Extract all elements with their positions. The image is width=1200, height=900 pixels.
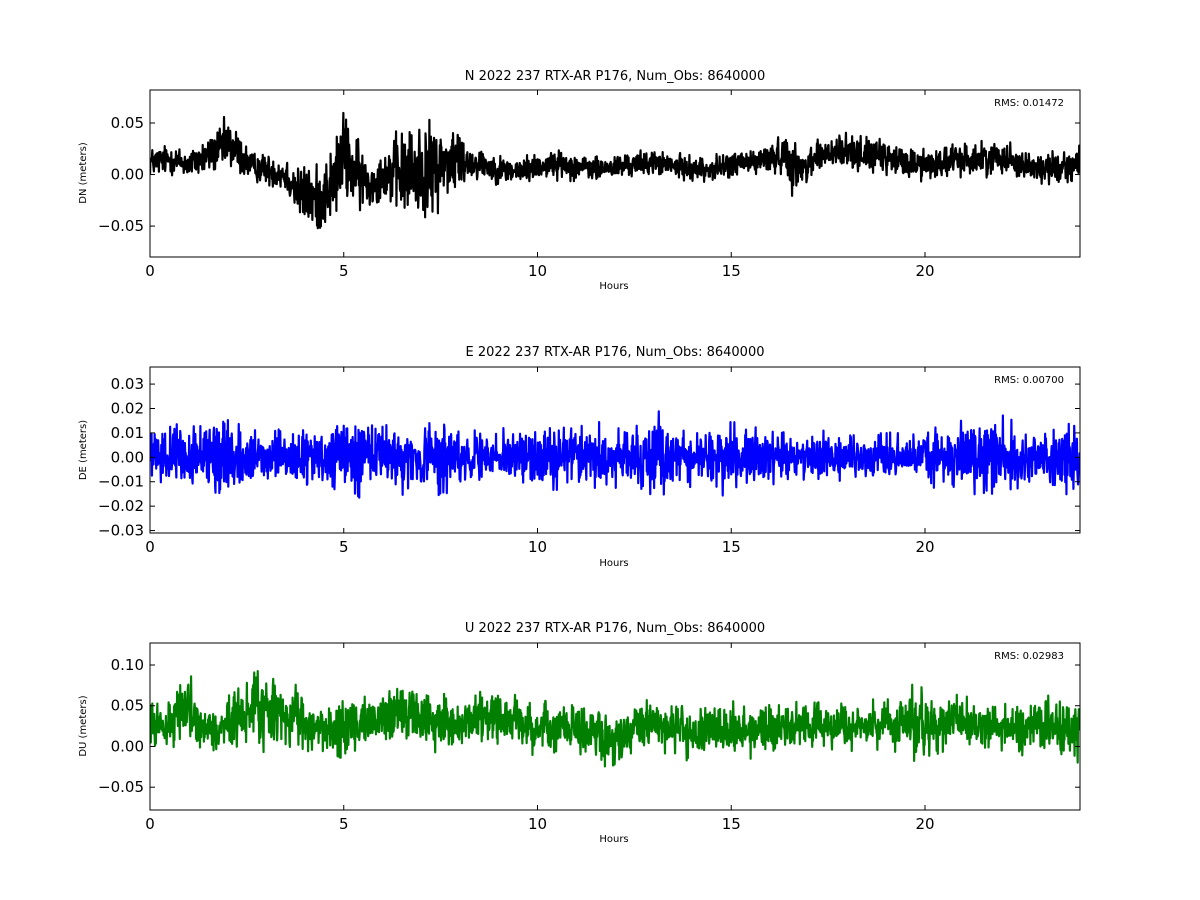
panel-east-axes-frame: [149, 366, 1081, 534]
panel-e-y-tick-label: −0.02: [98, 497, 144, 515]
panel-up-axes-frame: [149, 642, 1081, 811]
panel-north-ticks: 0 5 10 15 20 0.05 0.00 −0.05: [98, 90, 1080, 280]
panel-east-ticks: 0 5 10 15 20 0.03 0.02 0.01 0.00 −0.01 −0.02 −0.03: [98, 367, 1080, 556]
panel-u-x-tick-label: 0: [145, 815, 155, 833]
panel-e-y-tick-label: −0.03: [98, 522, 144, 540]
panel-north-plot-area: [150, 111, 1080, 230]
panel-e-x-tick-label: 5: [339, 538, 349, 556]
panel-e-x-tick-label: 20: [915, 538, 934, 556]
panel-e-y-tick-label: 0.01: [111, 424, 144, 442]
panel-north-title: N 2022 237 RTX-AR P176, Num_Obs: 8640000: [465, 69, 765, 84]
panel-u-y-tick-label: 0.00: [111, 737, 144, 755]
panel-north-x-axis-label: Hours: [599, 281, 628, 292]
panel-e-x-tick-label: 10: [528, 538, 547, 556]
panel-n-x-tick-label: 10: [528, 262, 547, 280]
panel-n-x-tick-label: 15: [722, 262, 741, 280]
panel-east: E 2022 237 RTX-AR P176, Num_Obs: 8640000…: [78, 345, 1081, 569]
panel-e-x-tick-label: 0: [145, 538, 155, 556]
panel-east-y-axis-label: DE (meters): [78, 420, 89, 480]
panel-e-y-tick-label: −0.01: [98, 473, 144, 491]
panel-north: N 2022 237 RTX-AR P176, Num_Obs: 8640000…: [78, 69, 1081, 292]
panel-u-x-tick-label: 15: [722, 815, 741, 833]
panel-e-series-line: [150, 410, 1080, 499]
panel-u-x-tick-label: 5: [339, 815, 349, 833]
panel-up-y-axis-label: DU (meters): [78, 695, 89, 756]
panel-up-rms-annotation: RMS: 0.02983: [994, 651, 1064, 662]
panel-up-ticks: 0 5 10 15 20 0.10 0.05 0.00 −0.05: [98, 643, 1080, 833]
panel-up-x-axis-label: Hours: [599, 834, 628, 845]
panel-up-plot-area: [150, 670, 1080, 768]
panel-u-series-line: [150, 670, 1080, 768]
panel-east-rms-annotation: RMS: 0.00700: [994, 375, 1064, 386]
panel-n-series-line: [150, 111, 1080, 230]
panel-u-x-tick-label: 20: [915, 815, 934, 833]
panel-e-y-tick-label: 0.03: [111, 375, 144, 393]
panel-n-x-tick-label: 20: [915, 262, 934, 280]
panel-n-y-tick-label: −0.05: [98, 217, 144, 235]
panel-n-y-tick-label: 0.05: [111, 114, 144, 132]
panel-e-x-tick-label: 15: [722, 538, 741, 556]
panel-up-title: U 2022 237 RTX-AR P176, Num_Obs: 8640000: [465, 621, 765, 636]
panel-east-title: E 2022 237 RTX-AR P176, Num_Obs: 8640000: [466, 345, 765, 360]
panel-u-y-tick-label: −0.05: [98, 778, 144, 796]
panel-e-y-tick-label: 0.02: [111, 400, 144, 418]
panel-n-x-tick-label: 5: [339, 262, 349, 280]
panel-north-axes-frame: [149, 89, 1081, 258]
panel-east-plot-area: [150, 410, 1080, 499]
panel-n-x-tick-label: 0: [145, 262, 155, 280]
panel-e-y-tick-label: 0.00: [111, 448, 144, 466]
panel-u-x-tick-label: 10: [528, 815, 547, 833]
panel-east-x-axis-label: Hours: [599, 558, 628, 569]
panel-u-y-tick-label: 0.05: [111, 697, 144, 715]
panel-north-y-axis-label: DN (meters): [78, 142, 89, 204]
panel-u-y-tick-label: 0.10: [111, 656, 144, 674]
panel-north-rms-annotation: RMS: 0.01472: [994, 98, 1064, 109]
panel-up: U 2022 237 RTX-AR P176, Num_Obs: 8640000…: [78, 621, 1081, 845]
panel-n-y-tick-label: 0.00: [111, 166, 144, 184]
